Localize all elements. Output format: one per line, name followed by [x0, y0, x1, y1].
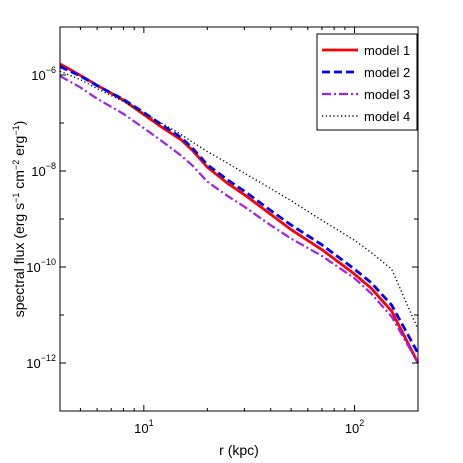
legend-label-1: model 1 — [364, 43, 410, 58]
x-tick-label-1: 101 — [134, 418, 153, 436]
x-axis-label: r (kpc) — [219, 442, 259, 458]
y-axis-label: spectral flux (erg s−1 cm−2 erg−1) — [11, 121, 27, 318]
y-tick-label-1: 10−6 — [31, 65, 56, 83]
legend-label-2: model 2 — [364, 65, 410, 80]
legend: model 1 model 2 model 3 model 4 — [316, 33, 418, 131]
legend-label-3: model 3 — [364, 87, 410, 102]
legend-items: model 1 model 2 model 3 model 4 — [322, 43, 410, 124]
series-line-2 — [59, 65, 420, 354]
x-tick-label-2: 102 — [345, 418, 364, 436]
y-tick-label-4: 10−12 — [26, 353, 56, 371]
legend-label-4: model 4 — [364, 109, 410, 124]
y-tick-label-2: 10−8 — [31, 161, 56, 179]
series-line-3 — [59, 75, 419, 364]
ticks-layer: 101 102 10−6 10−8 10−10 10−12 — [26, 26, 419, 436]
y-tick-label-3: 10−10 — [26, 257, 56, 275]
series-layer — [59, 62, 420, 364]
series-line-4 — [59, 70, 419, 330]
